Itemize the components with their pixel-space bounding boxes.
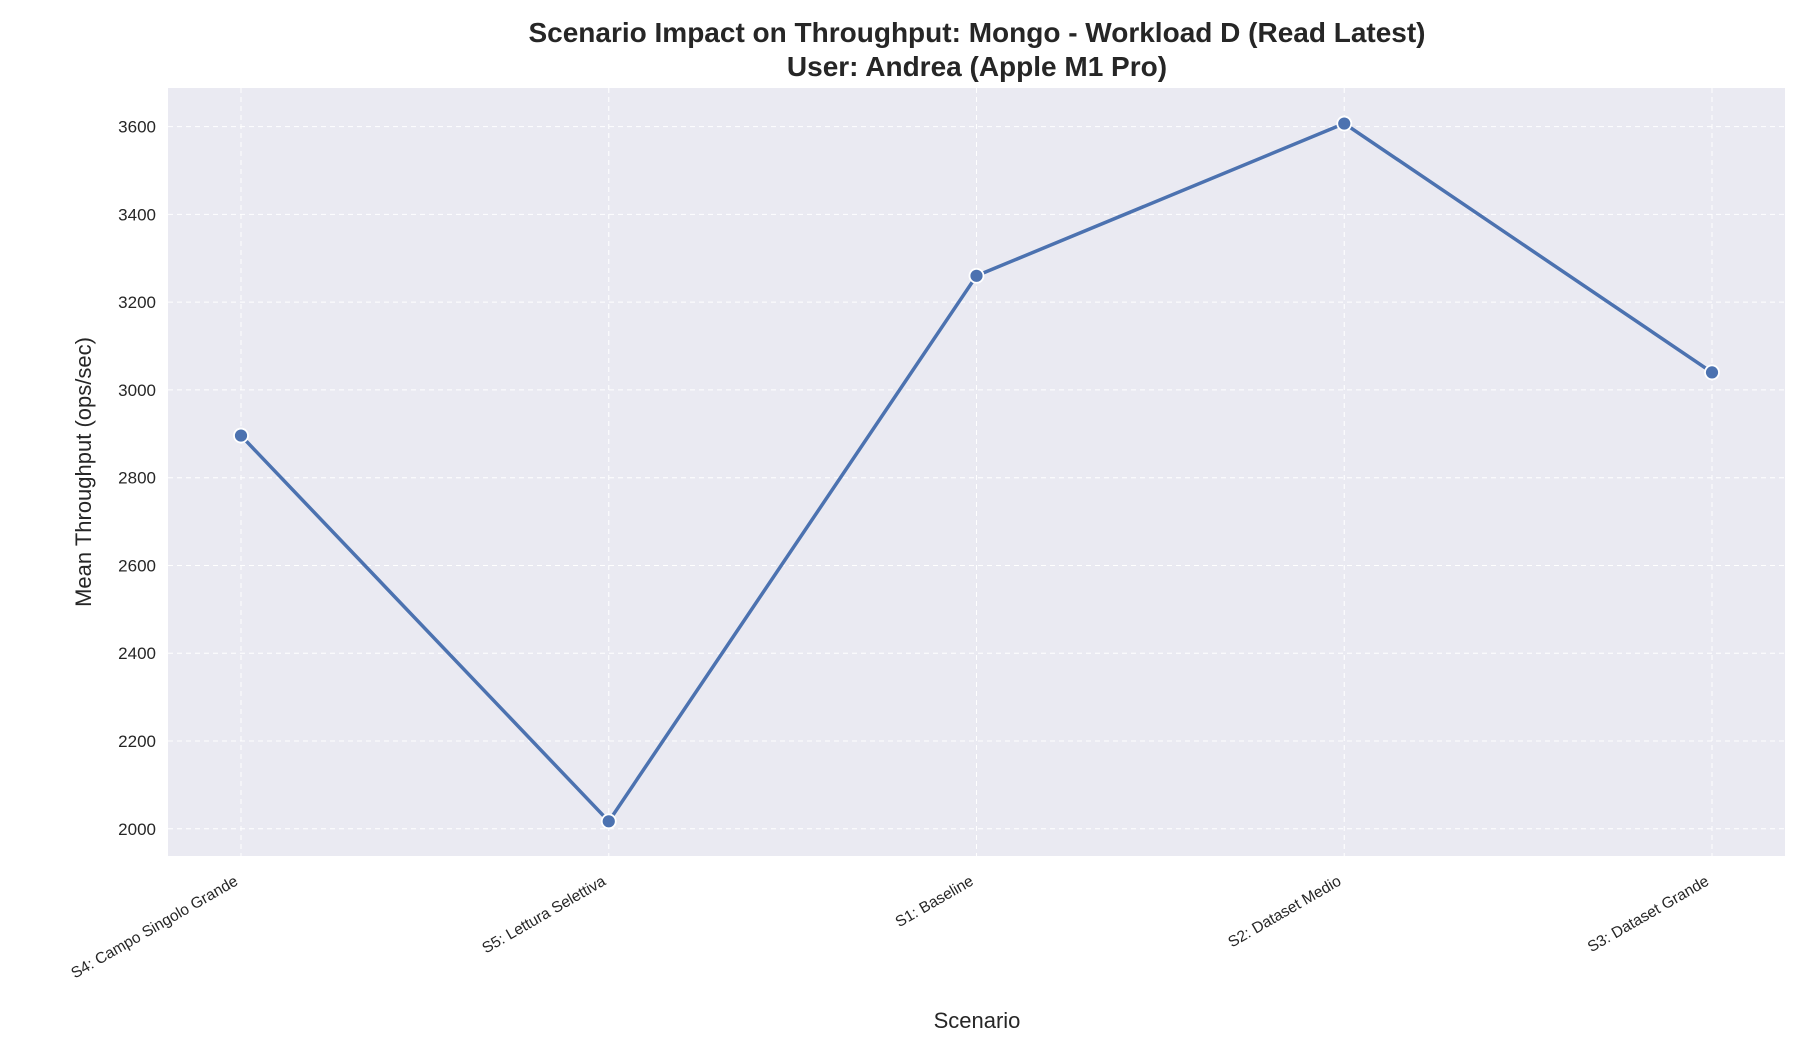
data-point bbox=[1704, 364, 1720, 381]
data-point bbox=[600, 813, 617, 830]
y-axis-label: Mean Throughput (ops/sec) bbox=[71, 337, 96, 607]
x-tick-label: S1: Baseline bbox=[893, 873, 977, 931]
y-tick-label: 3400 bbox=[118, 205, 156, 224]
data-points bbox=[233, 115, 1720, 830]
data-point bbox=[233, 427, 249, 444]
x-tick-label: S2: Dataset Medio bbox=[1225, 873, 1344, 951]
chart-title: Scenario Impact on Throughput: Mongo - W… bbox=[528, 17, 1425, 48]
y-tick-label: 2600 bbox=[118, 556, 156, 575]
x-tick-label: S5: Lettura Selettiva bbox=[479, 873, 609, 958]
y-tick-label: 3000 bbox=[118, 381, 156, 400]
y-axis-ticks: 2000 2200 2400 2600 2800 3000 3200 3400 3600 bbox=[118, 118, 156, 839]
y-tick-label: 3600 bbox=[118, 118, 156, 137]
x-axis-ticks: S4: Campo Singolo Grande S5: Lettura Sele… bbox=[68, 873, 1712, 983]
x-axis-label: Scenario bbox=[934, 1008, 1021, 1033]
data-point bbox=[1336, 115, 1353, 132]
grid bbox=[168, 88, 1785, 856]
chart-subtitle: User: Andrea (Apple M1 Pro) bbox=[787, 51, 1167, 82]
data-point bbox=[968, 267, 985, 284]
x-tick-label: S3: Dataset Grande bbox=[1585, 873, 1712, 956]
y-tick-label: 2800 bbox=[118, 469, 156, 488]
x-tick-label: S4: Campo Singolo Grande bbox=[68, 873, 241, 983]
y-tick-label: 2400 bbox=[118, 644, 156, 663]
y-tick-label: 3200 bbox=[118, 293, 156, 312]
y-tick-label: 2200 bbox=[118, 732, 156, 751]
y-tick-label: 2000 bbox=[118, 820, 156, 839]
